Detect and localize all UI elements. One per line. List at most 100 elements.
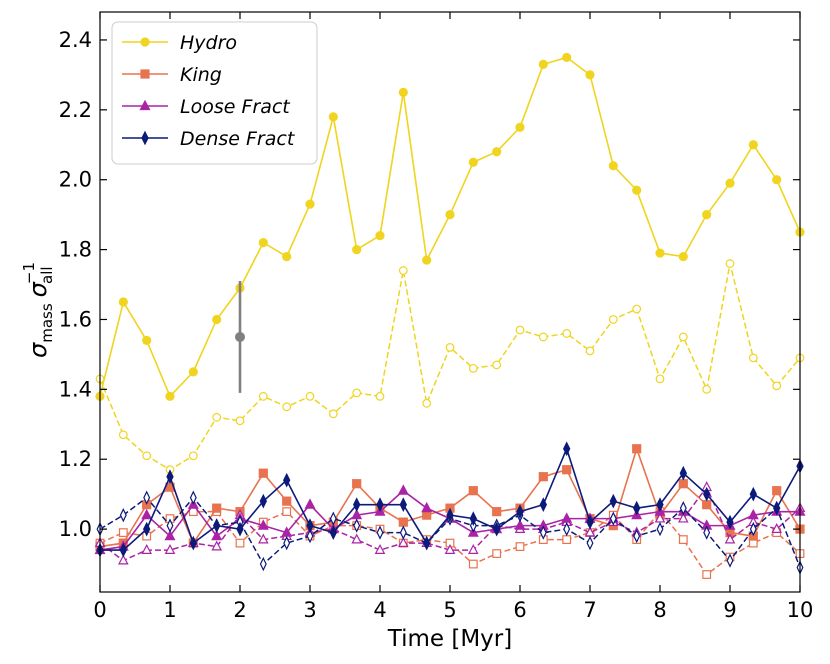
x-axis-label: Time [Myr] bbox=[387, 626, 512, 652]
point-king-dashed-8 bbox=[282, 507, 292, 517]
point-hydro-dashed-12 bbox=[375, 391, 385, 401]
point-hydro-solid-13 bbox=[398, 87, 408, 97]
point-dense-fract-solid-28 bbox=[749, 486, 757, 502]
point-loose-fract-dashed-5 bbox=[211, 540, 222, 551]
x-tick-label-1: 1 bbox=[163, 598, 176, 622]
line-hydro-dashed bbox=[99, 263, 801, 471]
point-loose-fract-solid-2 bbox=[141, 508, 153, 520]
point-loose-fract-dashed-24 bbox=[654, 512, 666, 523]
point-hydro-solid-23 bbox=[632, 185, 642, 195]
y-tick-label-2: 1.4 bbox=[59, 377, 92, 401]
point-loose-fract-dashed-16 bbox=[468, 543, 479, 554]
point-loose-fract-dashed-25 bbox=[678, 512, 689, 523]
point-hydro-dashed-21 bbox=[585, 346, 595, 356]
point-hydro-solid-26 bbox=[702, 210, 712, 220]
point-hydro-dashed-1 bbox=[118, 430, 128, 440]
x-tick-label-0: 0 bbox=[93, 598, 106, 622]
legend-box bbox=[111, 21, 318, 165]
x-tick-label-4: 4 bbox=[373, 598, 386, 622]
point-king-dashed-18 bbox=[515, 542, 525, 551]
point-king-solid-11 bbox=[352, 479, 362, 489]
point-king-solid-16 bbox=[468, 486, 478, 496]
point-dense-fract-dashed-4 bbox=[189, 490, 197, 505]
point-hydro-solid-21 bbox=[585, 70, 595, 80]
point-king-dashed-1 bbox=[118, 528, 128, 538]
point-hydro-solid-10 bbox=[328, 112, 338, 122]
point-king-solid-25 bbox=[678, 479, 688, 489]
point-hydro-dashed-20 bbox=[562, 329, 572, 338]
svg-text:σmassσ−1all: σmassσ−1all bbox=[20, 262, 56, 358]
point-dense-fract-solid-17 bbox=[493, 521, 501, 537]
point-hydro-dashed-2 bbox=[142, 451, 152, 461]
point-king-solid-29 bbox=[772, 486, 782, 496]
point-hydro-dashed-26 bbox=[702, 384, 712, 394]
point-hydro-solid-8 bbox=[282, 251, 292, 262]
point-hydro-solid-19 bbox=[538, 59, 548, 70]
point-king-solid-26 bbox=[702, 500, 712, 510]
legend-label-dense-fract: Dense Fract bbox=[180, 128, 296, 150]
y-label-sup: −1 bbox=[20, 262, 38, 284]
point-loose-fract-solid-5 bbox=[211, 529, 223, 541]
point-hydro-solid-2 bbox=[142, 335, 152, 346]
legend-entry-king: King bbox=[122, 64, 222, 86]
point-hydro-dashed-5 bbox=[212, 412, 222, 422]
line-king-solid bbox=[99, 446, 801, 548]
point-dense-fract-dashed-1 bbox=[119, 507, 127, 523]
point-hydro-solid-28 bbox=[748, 140, 758, 150]
legend-marker-hydro bbox=[140, 37, 150, 47]
legend-label-hydro: Hydro bbox=[180, 32, 237, 54]
line-dense-fract-solid bbox=[100, 446, 801, 551]
point-dense-fract-solid-8 bbox=[283, 472, 291, 488]
x-tick-label-9: 9 bbox=[723, 598, 736, 622]
point-hydro-dashed-14 bbox=[422, 398, 432, 408]
ticks-layer: 0 1 2 3 4 5 6 7 8 9 10 1.0 1.2 1.4 1.6 1.8 2.0 2.2 2.4 bbox=[59, 12, 814, 622]
point-dense-fract-solid-7 bbox=[259, 493, 267, 509]
point-dense-fract-solid-3 bbox=[166, 469, 174, 485]
legend-marker-loose-fract bbox=[139, 99, 151, 111]
x-tick-label-10: 10 bbox=[787, 598, 814, 622]
point-king-solid-23 bbox=[632, 444, 642, 454]
point-king-dashed-20 bbox=[562, 535, 572, 544]
point-dense-fract-solid-5 bbox=[213, 518, 221, 533]
point-dense-fract-solid-21 bbox=[586, 514, 594, 530]
point-hydro-dashed-9 bbox=[305, 391, 315, 401]
point-hydro-dashed-27 bbox=[725, 259, 735, 268]
point-dense-fract-solid-13 bbox=[399, 497, 407, 512]
legend-label-loose-fract: Loose Fract bbox=[180, 96, 291, 118]
point-loose-fract-dashed-1 bbox=[118, 554, 129, 565]
point-dense-fract-solid-2 bbox=[143, 521, 151, 537]
point-hydro-dashed-29 bbox=[772, 381, 782, 391]
point-dense-fract-dashed-10 bbox=[329, 511, 337, 526]
point-loose-fract-dashed-7 bbox=[258, 533, 269, 544]
point-dense-fract-dashed-2 bbox=[143, 490, 151, 505]
point-hydro-solid-11 bbox=[352, 244, 362, 255]
point-dense-fract-dashed-20 bbox=[563, 521, 571, 537]
point-loose-fract-solid-18 bbox=[514, 519, 526, 530]
point-dense-fract-dashed-19 bbox=[539, 525, 547, 540]
y-tick-label-1: 1.2 bbox=[59, 447, 92, 471]
point-dense-fract-solid-11 bbox=[353, 497, 361, 512]
y-tick-label-3: 1.6 bbox=[59, 307, 92, 331]
series-hydro-solid bbox=[95, 52, 805, 401]
y-label-sigma-mass: σ bbox=[24, 342, 52, 358]
y-tick-label-5: 2.0 bbox=[59, 168, 92, 192]
point-hydro-solid-27 bbox=[725, 178, 735, 188]
legend-label-king: King bbox=[180, 64, 222, 86]
x-tick-label-6: 6 bbox=[513, 598, 526, 622]
y-axis-label: σmassσ−1all bbox=[20, 262, 56, 358]
point-hydro-dashed-6 bbox=[235, 416, 245, 426]
point-hydro-dashed-28 bbox=[748, 353, 758, 363]
point-king-dashed-6 bbox=[235, 538, 245, 548]
point-dense-fract-solid-18 bbox=[516, 504, 524, 519]
point-hydro-dashed-23 bbox=[632, 304, 642, 314]
point-dense-fract-dashed-11 bbox=[353, 518, 361, 533]
point-hydro-solid-18 bbox=[515, 122, 525, 132]
point-dense-fract-solid-14 bbox=[423, 535, 431, 551]
error-bar-point bbox=[235, 331, 245, 342]
point-hydro-dashed-18 bbox=[515, 325, 525, 335]
point-loose-fract-dashed-29 bbox=[771, 523, 782, 534]
point-dense-fract-solid-27 bbox=[726, 514, 734, 530]
point-hydro-solid-22 bbox=[608, 161, 618, 171]
point-dense-fract-solid-26 bbox=[703, 486, 711, 502]
